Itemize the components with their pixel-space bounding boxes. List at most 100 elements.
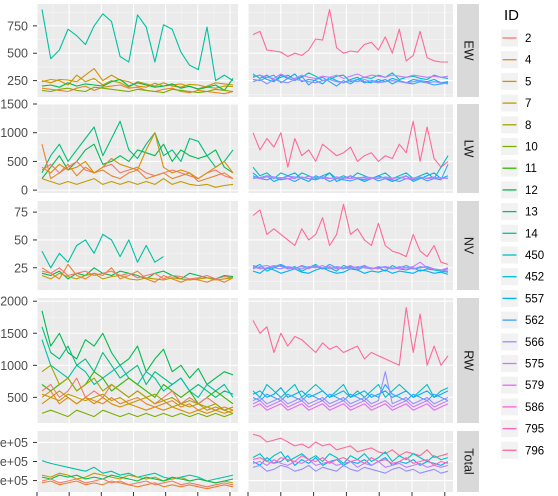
series-line-575 [252, 73, 449, 79]
legend-label: 11 [525, 163, 537, 175]
facet-strip [457, 201, 479, 290]
y-tick-label: e+05 [0, 436, 28, 450]
series-line-796 [252, 433, 449, 459]
series-line-12 [41, 143, 234, 179]
series-line-8 [41, 364, 234, 411]
legend-label: 579 [525, 380, 544, 392]
series-line-2 [41, 478, 234, 488]
series-line-566 [252, 371, 449, 405]
legend-item: 11 [501, 159, 537, 177]
panel-total-right [247, 431, 453, 492]
legend-item: 586 [501, 398, 544, 416]
series-line-557 [252, 387, 449, 398]
legend-label: 4 [525, 55, 532, 67]
series-line-14 [41, 233, 164, 269]
panel-lw-right [247, 103, 453, 193]
facet-strip [457, 4, 479, 97]
series-line-562 [252, 383, 449, 402]
y-tick-label: 2000 [0, 295, 28, 309]
legend-item: 7 [501, 94, 531, 112]
series-line-557 [252, 73, 449, 85]
legend-item: 8 [501, 116, 531, 134]
legend-item: 2 [501, 29, 531, 47]
legend-item: 450 [501, 246, 544, 264]
facet-strip-label: EW [462, 40, 476, 60]
legend-label: 2 [525, 33, 531, 45]
panel-nv-left [36, 201, 238, 290]
series-line-5 [41, 68, 234, 90]
panel-background [37, 298, 238, 423]
panel-rw-right [247, 298, 453, 423]
series-line-7 [41, 178, 234, 188]
y-tick-label: 1000 [0, 359, 28, 373]
legend-label: 795 [525, 424, 544, 436]
legend-label: 796 [525, 445, 544, 457]
legend-item: 562 [501, 311, 544, 329]
y-tick-label: 750 [7, 19, 28, 33]
y-tick-label: 1500 [0, 327, 28, 341]
legend-label: 5 [525, 76, 531, 88]
panel-rw-left [36, 298, 238, 423]
y-tick-label: 500 [7, 47, 28, 61]
legend-label: 10 [525, 142, 538, 154]
series-line-12 [41, 78, 234, 91]
series-line-5 [41, 132, 234, 180]
legend-item: 557 [501, 289, 544, 307]
legend-item: 5 [501, 72, 531, 90]
panels-layer: 250 500 750 EW 0 500 1000 1500 LW 25 50 75 NV 500 1000… [0, 4, 479, 496]
legend-title: ID [504, 7, 519, 24]
y-tick-label: 25 [14, 261, 28, 275]
legend-label: 450 [525, 250, 544, 262]
series-line-796 [252, 307, 449, 366]
series-line-13 [41, 120, 234, 174]
y-tick-label: 75 [14, 206, 28, 220]
series-line-14 [41, 9, 234, 82]
legend-label: 566 [525, 337, 544, 349]
legend-entries: 2 4 5 7 8 10 11 12 13 14 450 452 557 562 566 575 579 586 7… [501, 29, 544, 459]
legend-item: 4 [501, 51, 532, 69]
y-tick-label: e+05 [0, 474, 28, 488]
series-line-575 [252, 176, 449, 180]
y-tick-label: 250 [7, 74, 28, 88]
legend-label: 14 [525, 228, 538, 240]
panel-background [248, 201, 453, 290]
legend-item: 566 [501, 333, 544, 351]
legend-label: 562 [525, 315, 544, 327]
series-line-796 [252, 120, 449, 168]
series-line-575 [252, 261, 449, 271]
y-tick-label: 50 [14, 233, 28, 247]
facet-strip [457, 104, 479, 193]
series-line-575 [252, 400, 449, 408]
y-tick-label: e+05 [0, 455, 28, 469]
series-line-796 [252, 8, 448, 63]
series-line-7 [41, 74, 234, 89]
series-line-566 [252, 464, 449, 474]
series-line-12 [41, 474, 234, 484]
legend-item: 12 [501, 181, 538, 199]
legend-item: 796 [501, 441, 544, 459]
facet-strip-label: Total [462, 448, 476, 474]
y-tick-label: 1500 [0, 98, 28, 112]
facet-strip [457, 431, 479, 492]
series-line-12 [41, 267, 234, 280]
series-line-13 [41, 326, 234, 398]
series-line-566 [252, 78, 449, 85]
legend-item: 575 [501, 355, 544, 372]
y-tick-label: 500 [7, 155, 28, 169]
y-tick-label: 0 [21, 184, 28, 198]
series-line-562 [252, 74, 449, 87]
facet-strip-label: LW [462, 140, 476, 158]
legend-label: 557 [525, 293, 544, 305]
legend-item: 795 [501, 420, 544, 438]
facet-strip-label: NV [462, 237, 476, 255]
legend-item: 452 [501, 268, 544, 286]
series-line-795 [252, 455, 449, 466]
legend-item: 579 [501, 376, 544, 394]
series-line-562 [252, 164, 449, 183]
series-line-566 [252, 264, 449, 272]
series-line-10 [41, 86, 234, 94]
legend: ID 2 4 5 7 8 10 11 12 13 14 450 452 557 562 566 575 579 5… [501, 7, 544, 459]
series-line-7 [41, 393, 234, 414]
panel-lw-left [36, 103, 238, 193]
